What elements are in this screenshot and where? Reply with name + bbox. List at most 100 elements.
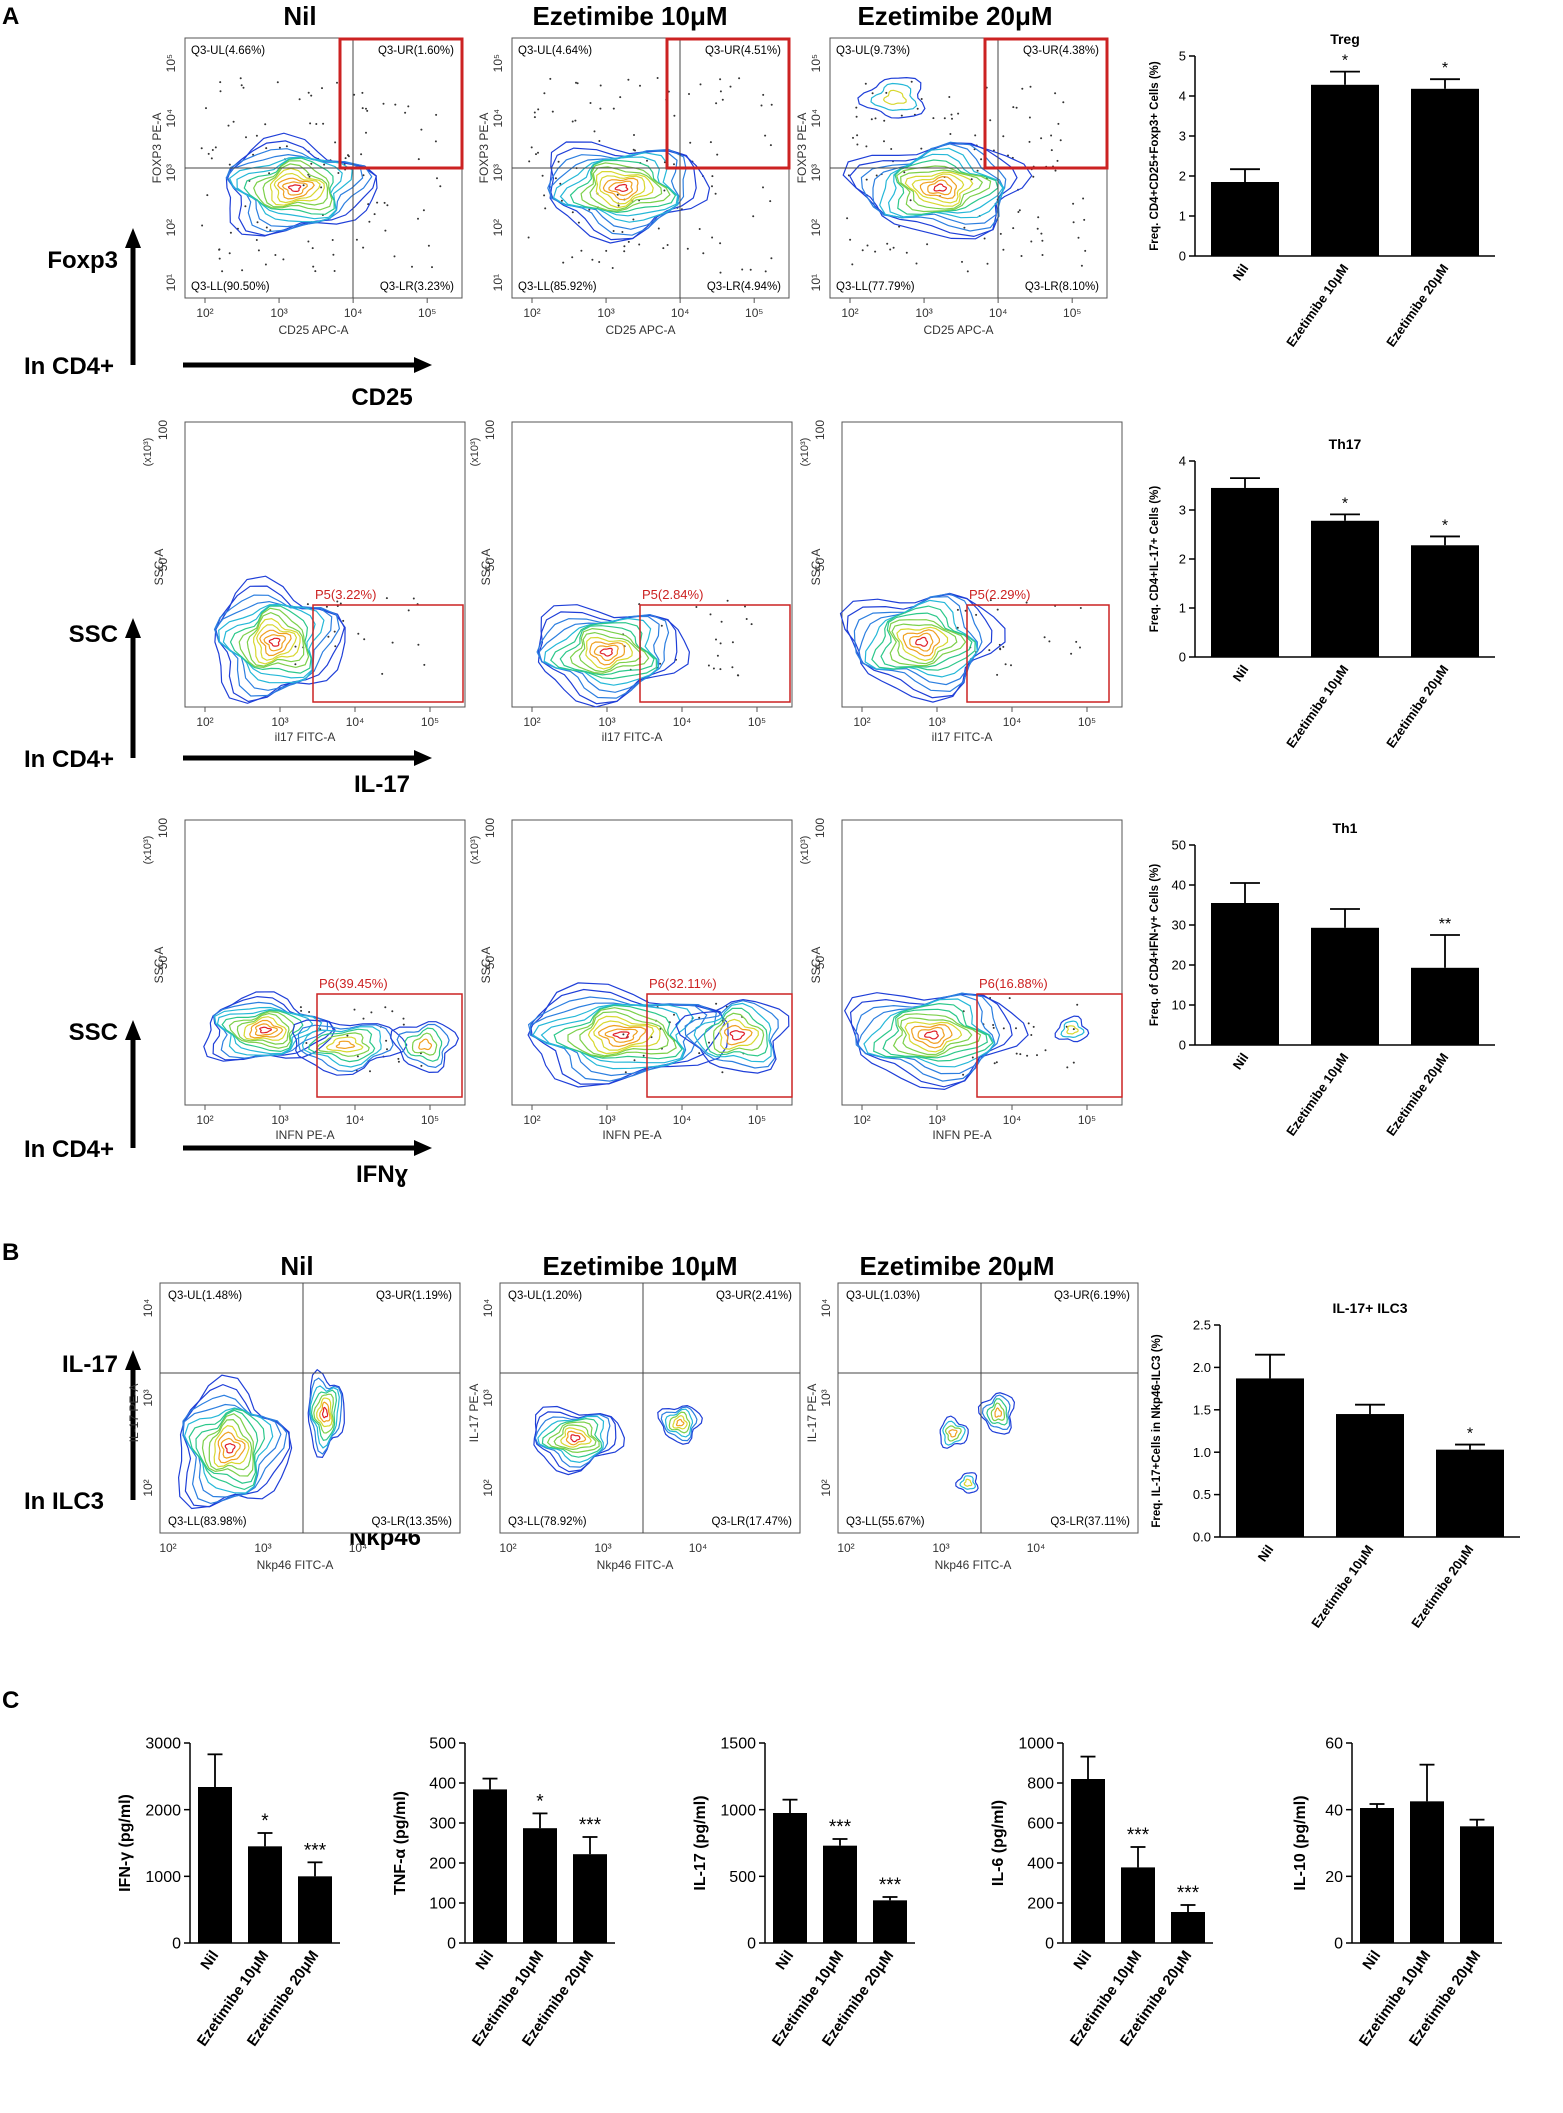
event-dot [1030, 240, 1033, 243]
contour-line [870, 82, 918, 112]
y-tick-label: 10⁴ [141, 1299, 155, 1318]
category-label: Nil [197, 1948, 222, 1973]
event-dot [949, 133, 952, 135]
event-dot [1084, 249, 1087, 252]
event-dot [1037, 216, 1040, 219]
event-dot [883, 119, 886, 122]
event-dot [659, 662, 662, 665]
event-dot [698, 228, 701, 230]
x-tick-label: 10⁵ [748, 715, 766, 729]
contour-line [923, 1030, 939, 1040]
contour-line [612, 1031, 630, 1040]
contour-line [536, 613, 670, 699]
event-dot [397, 1057, 400, 1060]
event-dot [627, 78, 630, 81]
contour-line [882, 1008, 988, 1059]
gate-rect [316, 993, 463, 1098]
y-tick-label: 30 [1172, 918, 1186, 933]
contour-line [177, 1374, 293, 1510]
event-dot [362, 174, 365, 177]
event-dot [964, 609, 967, 612]
x-arrow-head [414, 1140, 432, 1156]
event-dot [1050, 134, 1053, 137]
event-dot [1077, 236, 1080, 239]
event-dot [702, 252, 705, 255]
event-dot [752, 215, 755, 218]
event-dot [741, 268, 744, 271]
plot-frame [841, 421, 1123, 708]
event-dot [310, 162, 313, 165]
event-dot [240, 84, 243, 87]
contour-line [292, 1019, 408, 1076]
contour-line [236, 156, 343, 220]
event-dot [207, 152, 210, 155]
event-dot [950, 113, 953, 116]
y-tick-label: 500 [429, 1736, 456, 1753]
contour-line [259, 1026, 272, 1034]
y-axis-title: Freq. CD4+IL-17+ Cells (%) [1149, 486, 1161, 633]
contour-line [308, 1028, 376, 1063]
contour-line [900, 1017, 973, 1056]
gate-percent-label: P6(16.88%) [979, 976, 1048, 991]
x-tick-label: 10² [523, 715, 540, 729]
event-dot [376, 201, 379, 204]
contour-line [534, 1413, 611, 1468]
event-dot [864, 82, 867, 85]
y-axis-title: IL-6 (pg/ml) [990, 1800, 1007, 1886]
contour-line [313, 1393, 335, 1434]
event-dot [736, 674, 739, 677]
x-tick-label: 10⁵ [745, 306, 763, 320]
bar [573, 1854, 607, 1943]
event-dot [588, 208, 591, 211]
significance-marker: * [1467, 1426, 1473, 1443]
axis-guide: Foxp3 In CD4+ CD25 [24, 228, 432, 411]
event-dot [750, 623, 753, 626]
plot-frame [184, 819, 466, 1106]
contour-line [195, 1409, 259, 1484]
quadrant-lr-label: Q3-LR(37.11%) [1050, 1516, 1130, 1528]
event-dot [1030, 1034, 1033, 1036]
event-dot [999, 232, 1002, 235]
bar [1436, 1449, 1504, 1537]
contour-line [249, 1019, 284, 1039]
event-dot [1050, 149, 1053, 152]
event-dot [856, 143, 859, 146]
event-dot [1019, 1053, 1022, 1056]
contour-line [904, 1021, 963, 1053]
event-dot [855, 115, 858, 118]
contour-line [547, 148, 687, 236]
event-dot [1004, 663, 1007, 666]
event-dot [660, 624, 663, 627]
quadrant-ul-label: Q3-UL(1.48%) [168, 1290, 242, 1302]
x-axis-label: INFN PE-A [275, 1128, 334, 1142]
event-dot [666, 244, 669, 246]
event-dot [612, 107, 615, 110]
significance-marker: * [1442, 60, 1448, 77]
event-dot [331, 239, 334, 241]
event-dot [264, 123, 267, 126]
y-tick-label: 10¹ [491, 274, 505, 291]
y-tick-label: 1 [1179, 601, 1186, 616]
event-dot [1040, 232, 1043, 235]
contour-line [942, 1420, 966, 1446]
y-axis-label: FOXP3 PE-A [795, 113, 809, 184]
contour-line [390, 1021, 460, 1074]
quadrant-ul-label: Q3-UL(4.66%) [191, 45, 265, 57]
event-dot [314, 270, 317, 273]
quadrant-ur-label: Q3-UR(4.38%) [1023, 45, 1099, 57]
contour-line [854, 992, 1001, 1082]
x-axis-label: CD25 APC-A [923, 323, 993, 337]
event-dot [307, 240, 310, 243]
event-dot [909, 199, 912, 202]
quadrant-lr-label: Q3-LR(8.10%) [1025, 281, 1099, 293]
contour-line [675, 998, 790, 1074]
y-tick-label: 200 [429, 1856, 456, 1873]
event-dot [992, 1026, 995, 1029]
contour-line [277, 177, 315, 200]
y-arrow-head [125, 618, 141, 638]
y-tick-label: 10⁴ [491, 109, 505, 128]
contour-line [895, 165, 992, 213]
y-axis-title: IFN-γ (pg/ml) [117, 1794, 134, 1892]
x-tick-label: 10³ [271, 1113, 288, 1127]
y-multiplier-label: (x10³) [469, 836, 481, 865]
